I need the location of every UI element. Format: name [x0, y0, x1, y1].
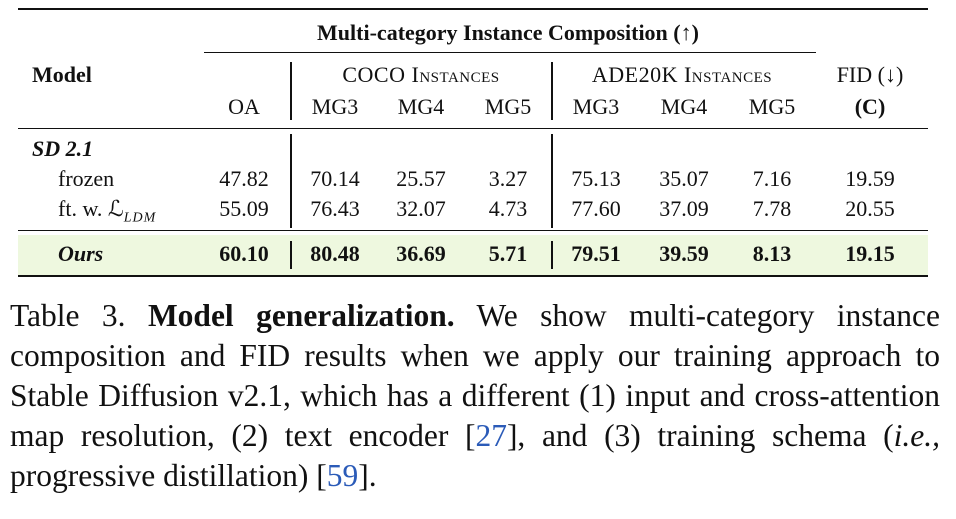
cell: 5.71 — [488, 241, 528, 266]
vline-coco-ours — [290, 241, 292, 269]
col-coco-mg4: MG4 — [397, 94, 445, 119]
cell: 79.51 — [571, 241, 621, 266]
fid-header: FID (↓) — [836, 62, 904, 87]
fid-sub-header: (C) — [854, 94, 886, 119]
row-ft-model-label: ft. w. ℒ — [58, 196, 124, 221]
caption-ie: i.e., — [893, 418, 940, 453]
table-mid-rule — [18, 128, 928, 129]
citation-link[interactable]: 27 — [475, 418, 507, 453]
vline-ade-body — [551, 134, 553, 228]
cell: 77.60 — [571, 196, 621, 221]
vline-ade-header — [551, 62, 553, 120]
model-header: Model — [32, 62, 92, 87]
group-header-rule — [204, 52, 816, 53]
row-frozen-model: frozen — [58, 166, 115, 191]
table-bottom-rule — [18, 275, 928, 277]
vline-coco-body — [290, 134, 292, 228]
cell: 19.15 — [845, 241, 895, 266]
group-header: Multi-category Instance Composition (↑) — [317, 20, 699, 45]
cell: 80.48 — [310, 241, 360, 266]
cell: 39.59 — [659, 241, 709, 266]
cell: 35.07 — [659, 166, 709, 191]
results-table: Multi-category Instance Composition (↑) … — [18, 0, 928, 282]
cell: 7.16 — [752, 166, 792, 191]
cell: 60.10 — [219, 241, 269, 266]
coco-header: COCO Instances — [342, 62, 500, 87]
citation-link[interactable]: 59 — [326, 458, 359, 493]
col-ade-mg4: MG4 — [660, 94, 708, 119]
cell: 55.09 — [219, 196, 269, 221]
col-coco-mg3: MG3 — [311, 94, 359, 119]
table-caption: Table 3. Model generalization. We show m… — [10, 296, 940, 496]
cell: 75.13 — [571, 166, 621, 191]
cell: 7.78 — [752, 196, 792, 221]
col-ade-mg3: MG3 — [572, 94, 620, 119]
cell: 4.73 — [488, 196, 528, 221]
row-ft-model: ft. w. ℒLDM — [58, 196, 156, 231]
cell: 20.55 — [845, 196, 895, 221]
table-ours-rule — [18, 230, 928, 231]
caption-label: Table 3. — [10, 298, 126, 333]
col-coco-mg5: MG5 — [484, 94, 532, 119]
cell: 47.82 — [219, 166, 269, 191]
row-ours-model: Ours — [58, 241, 104, 266]
ade20k-header: ADE20K Instances — [591, 62, 773, 87]
cell: 36.69 — [396, 241, 446, 266]
col-ade-mg5: MG5 — [748, 94, 796, 119]
cell: 76.43 — [310, 196, 360, 221]
ours-row-highlight — [18, 235, 928, 275]
caption-text: ], and (3) training schema ( — [506, 418, 894, 453]
caption-text: progressive distillation) [ — [10, 458, 327, 493]
cell: 32.07 — [396, 196, 446, 221]
caption-title: Model generalization. — [147, 298, 455, 333]
table-top-rule — [18, 8, 928, 10]
vline-coco-header — [290, 62, 292, 120]
cell: 8.13 — [752, 241, 792, 266]
ldm-subscript: LDM — [123, 210, 157, 226]
col-oa: OA — [228, 94, 260, 119]
vline-ade-ours — [551, 241, 553, 269]
cell: 70.14 — [310, 166, 360, 191]
cell: 3.27 — [488, 166, 528, 191]
section-label: SD 2.1 — [32, 136, 94, 161]
cell: 25.57 — [396, 166, 446, 191]
cell: 19.59 — [845, 166, 895, 191]
cell: 37.09 — [659, 196, 709, 221]
caption-text: ]. — [358, 458, 377, 493]
caption-text: We show multi-category instance composit… — [10, 298, 941, 453]
